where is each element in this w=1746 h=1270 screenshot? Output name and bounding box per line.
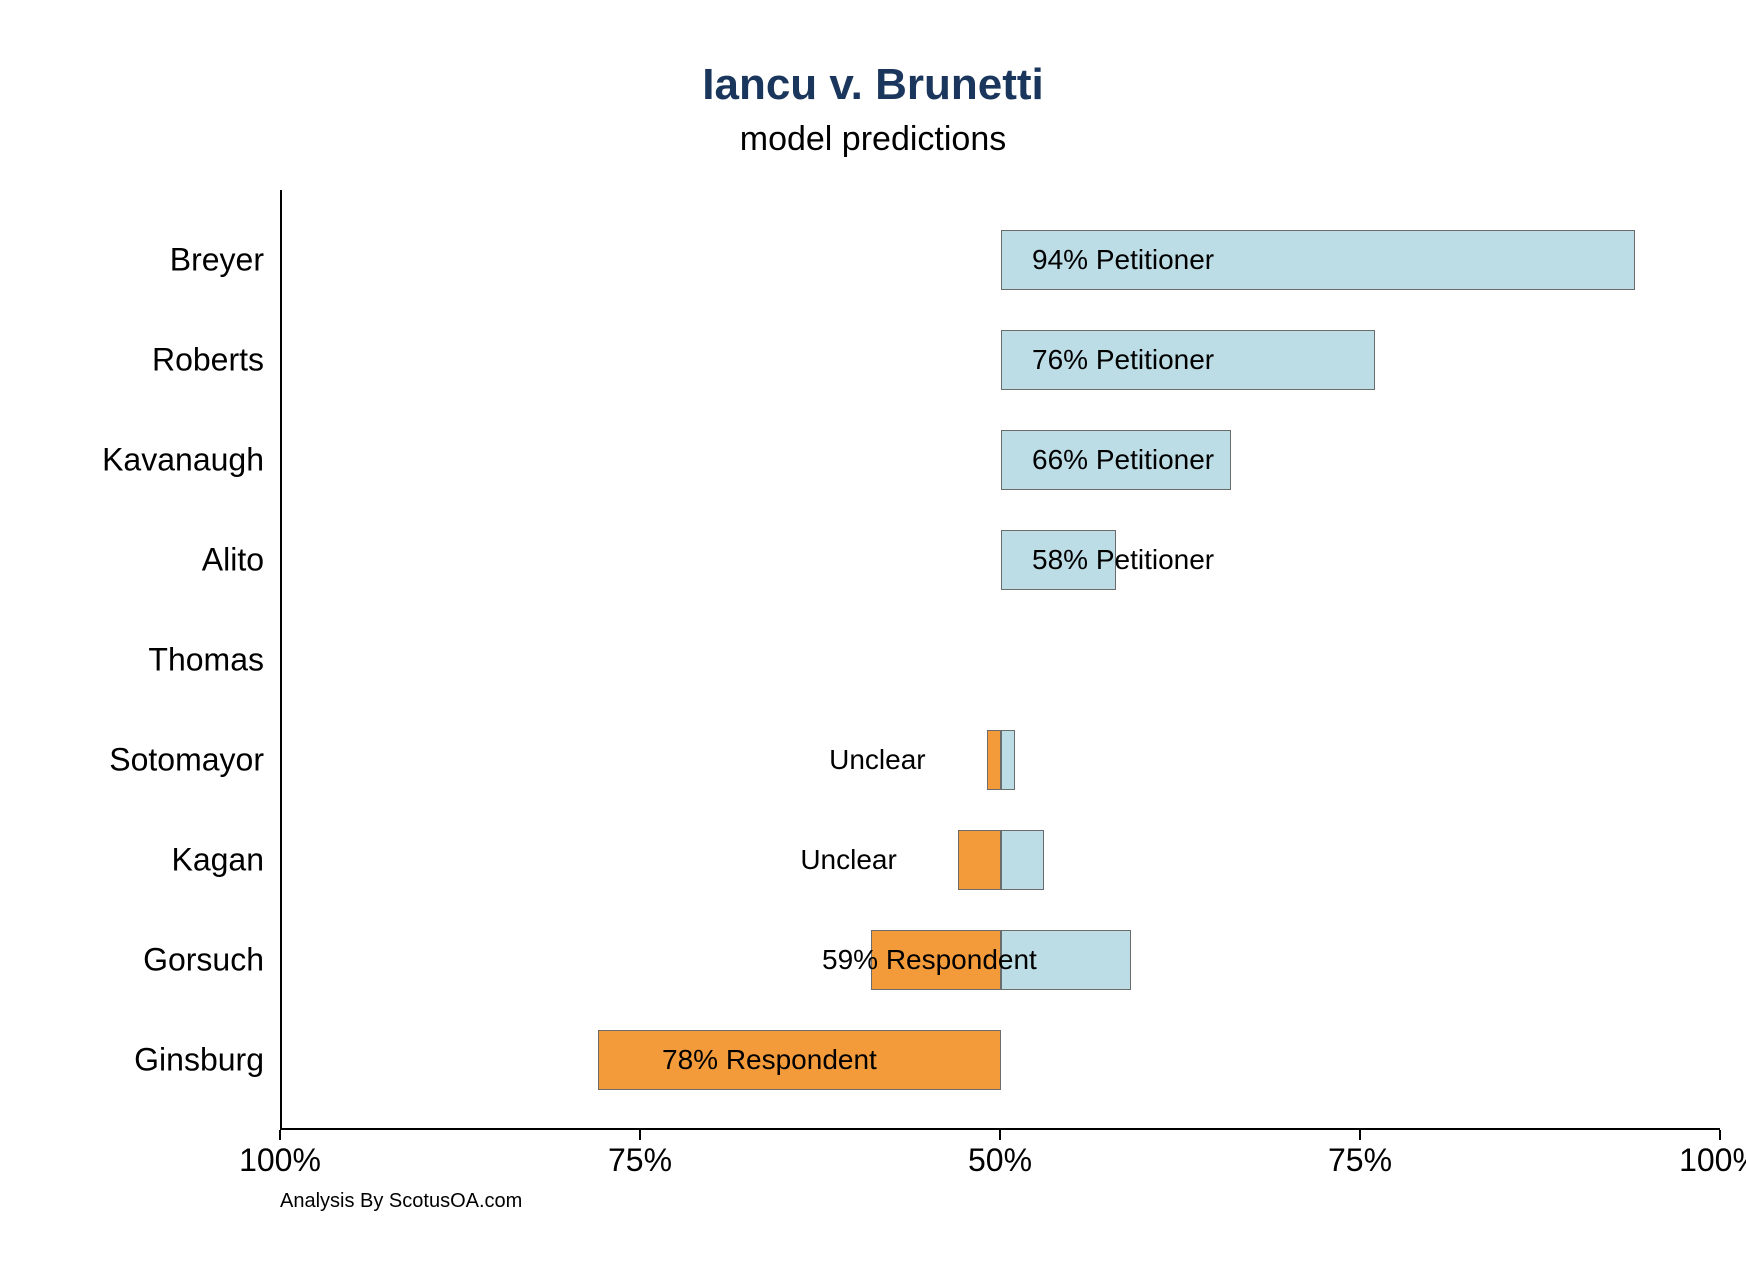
y-axis-label: Kavanaugh [102,442,282,479]
y-axis-label: Sotomayor [109,742,282,779]
x-tick-label: 100% [239,1142,321,1179]
table-row: KaganUnclear [282,830,1720,890]
y-axis-label: Roberts [152,342,282,379]
table-row: Kavanaugh66% Petitioner [282,430,1720,490]
table-row: Ginsburg78% Respondent [282,1030,1720,1090]
respondent-bar [987,730,1001,790]
tick-mark [999,1130,1001,1140]
tick-mark [279,1130,281,1140]
bar-value-label: Unclear [800,844,896,876]
chart-subtitle: model predictions [20,120,1726,159]
chart-frame: Iancu v. Brunetti model predictions Brey… [20,20,1726,1250]
table-row: Breyer94% Petitioner [282,230,1720,290]
x-tick-label: 50% [968,1142,1032,1179]
table-row: Alito58% Petitioner [282,530,1720,590]
y-axis-label: Breyer [170,242,282,279]
bar-value-label: 66% Petitioner [1032,444,1214,476]
petitioner-bar [1001,730,1015,790]
x-axis: 100%75%50%75%100% [280,1130,1720,1180]
y-axis-label: Ginsburg [134,1042,282,1079]
table-row: Gorsuch59% Respondent [282,930,1720,990]
petitioner-bar [1001,830,1044,890]
y-axis-label: Gorsuch [143,942,282,979]
y-axis-label: Alito [202,542,282,579]
bar-value-label: 78% Respondent [662,1044,877,1076]
respondent-bar [958,830,1001,890]
tick-mark [1359,1130,1361,1140]
x-tick-label: 75% [1328,1142,1392,1179]
x-tick-label: 75% [608,1142,672,1179]
bar-value-label: Unclear [829,744,925,776]
bar-value-label: 76% Petitioner [1032,344,1214,376]
credit-text: Analysis By ScotusOA.com [280,1190,522,1213]
bar-value-label: 94% Petitioner [1032,244,1214,276]
y-axis-label: Kagan [171,842,282,879]
chart-title: Iancu v. Brunetti [20,60,1726,110]
table-row: Thomas [282,630,1720,690]
y-axis-label: Thomas [148,642,282,679]
table-row: Roberts76% Petitioner [282,330,1720,390]
tick-mark [639,1130,641,1140]
bar-value-label: 59% Respondent [822,944,1037,976]
plot-area: Breyer94% Petitioner Roberts76% Petitione… [280,190,1720,1130]
bar-value-label: 58% Petitioner [1032,544,1214,576]
tick-mark [1719,1130,1721,1140]
x-tick-label: 100% [1679,1142,1746,1179]
table-row: SotomayorUnclear [282,730,1720,790]
